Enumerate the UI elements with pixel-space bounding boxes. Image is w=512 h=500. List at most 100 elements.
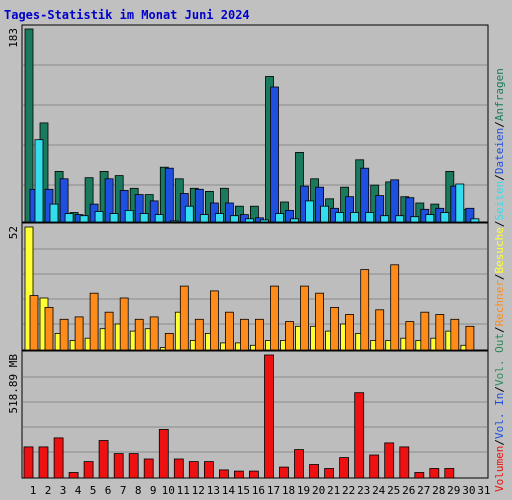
x-tick-day-31: 31 — [477, 484, 490, 497]
bar-volumen-day-4 — [68, 472, 79, 479]
bar-seiten-day-23 — [365, 212, 375, 223]
bar-seiten-day-17 — [275, 213, 284, 223]
bar-volumen-day-6 — [98, 440, 109, 479]
bar-besuche-day-1 — [24, 226, 34, 351]
legend-separator: / — [493, 273, 506, 280]
x-axis-day-labels: 1 2 3 4 5 6 7 8 9 10 11 12 13 14 15 16 17 18 19 20 21 22 23 24 2… — [30, 484, 491, 497]
bar-anfragen-day-5 — [84, 177, 94, 223]
bar-volumen-day-27 — [414, 472, 425, 479]
legend-separator: / — [493, 121, 506, 128]
bar-rechner-day-15 — [239, 318, 249, 351]
bar-dateien-day-22 — [345, 196, 355, 223]
bar-volumen-day-29 — [444, 468, 455, 479]
bar-seiten-day-19 — [305, 200, 314, 223]
bar-volumen-day-12 — [188, 461, 199, 479]
bar-seiten-day-20 — [320, 205, 330, 223]
bar-dateien-day-12 — [194, 188, 204, 223]
legend-item-vol-in: Vol. In — [493, 393, 506, 439]
bar-seiten-day-18 — [290, 218, 299, 223]
chart-bars — [23, 28, 480, 479]
bar-seiten-day-21 — [335, 212, 345, 223]
bar-rechner-day-2 — [44, 306, 54, 351]
bar-volumen-day-10 — [158, 428, 169, 479]
bar-rechner-day-4 — [74, 316, 84, 351]
bar-volumen-day-8 — [128, 453, 139, 479]
bar-rechner-day-19 — [300, 285, 309, 351]
bar-volumen-day-17 — [264, 354, 274, 479]
bar-volumen-day-25 — [384, 442, 395, 479]
bar-rechner-day-29 — [450, 318, 460, 351]
x-tick-day-13: 13 — [207, 484, 220, 497]
x-tick-day-2: 2 — [45, 484, 52, 497]
x-tick-day-6: 6 — [105, 484, 112, 497]
bar-rechner-day-28 — [435, 314, 445, 351]
x-tick-day-24: 24 — [372, 484, 386, 497]
bar-dateien-day-18 — [285, 209, 294, 223]
x-tick-day-17: 17 — [267, 484, 280, 497]
bar-dateien-day-3 — [59, 178, 69, 223]
bar-seiten-day-16 — [259, 219, 269, 223]
x-tick-day-23: 23 — [357, 484, 370, 497]
x-tick-day-19: 19 — [297, 484, 310, 497]
bar-rechner-day-5 — [89, 292, 99, 351]
bar-dateien-day-15 — [239, 214, 249, 223]
bar-dateien-day-20 — [315, 186, 325, 223]
bar-seiten-day-27 — [425, 214, 435, 223]
x-tick-day-4: 4 — [75, 484, 82, 497]
bar-dateien-day-8 — [134, 194, 144, 223]
x-tick-day-5: 5 — [90, 484, 97, 497]
hits-panel-frame — [21, 24, 489, 223]
bar-volumen-day-22 — [339, 457, 350, 479]
bar-seiten-day-30 — [470, 218, 480, 223]
bar-rechner-day-17 — [270, 285, 279, 351]
hits-scale-label: 183 — [7, 28, 20, 48]
bar-seiten-day-26 — [410, 216, 420, 223]
x-tick-day-29: 29 — [447, 484, 460, 497]
legend-item-seiten: Seiten — [493, 181, 506, 221]
x-tick-day-3: 3 — [60, 484, 67, 497]
bar-dateien-day-26 — [405, 197, 415, 223]
bar-volumen-day-28 — [429, 468, 440, 479]
legend-item-dateien: Dateien — [493, 128, 506, 174]
bar-volumen-day-15 — [233, 470, 244, 479]
bar-volumen-day-9 — [143, 458, 154, 479]
bar-dateien-day-13 — [209, 202, 219, 223]
x-tick-day-22: 22 — [342, 484, 355, 497]
bar-rechner-day-23 — [360, 269, 370, 351]
bar-rechner-day-16 — [254, 318, 264, 351]
bar-rechner-day-7 — [119, 297, 129, 351]
bar-rechner-day-14 — [224, 311, 234, 351]
bar-seiten-day-9 — [154, 214, 164, 223]
bar-rechner-day-22 — [345, 314, 355, 351]
bar-dateien-day-24 — [375, 195, 385, 223]
bar-seiten-day-4 — [79, 215, 89, 223]
bar-rechner-day-18 — [285, 321, 294, 351]
bar-seiten-day-3 — [64, 213, 74, 223]
bar-volumen-day-1 — [23, 446, 34, 479]
legend-separator: / — [493, 174, 506, 181]
bar-volumen-day-16 — [248, 470, 259, 479]
bar-seiten-day-6 — [109, 213, 119, 223]
bar-volumen-day-26 — [399, 446, 410, 479]
bar-rechner-day-26 — [405, 321, 415, 351]
bar-rechner-day-1 — [29, 295, 39, 351]
bar-dateien-day-7 — [119, 189, 129, 223]
x-tick-day-12: 12 — [192, 484, 205, 497]
bar-volumen-day-23 — [354, 392, 365, 479]
bar-anfragen-day-1 — [24, 28, 34, 223]
bar-seiten-day-15 — [244, 218, 254, 223]
x-tick-day-1: 1 — [30, 484, 37, 497]
x-tick-day-10: 10 — [162, 484, 175, 497]
legend-separator: / — [493, 386, 506, 393]
bar-rechner-day-6 — [104, 311, 114, 351]
bar-volumen-day-7 — [113, 453, 124, 479]
bar-seiten-day-8 — [139, 213, 149, 223]
bar-rechner-day-10 — [164, 332, 174, 351]
bar-rechner-day-13 — [209, 290, 219, 351]
bar-volumen-day-20 — [309, 464, 320, 479]
bar-seiten-day-10 — [169, 220, 179, 223]
bar-seiten-day-25 — [395, 215, 405, 223]
bar-volumen-day-18 — [279, 466, 289, 479]
x-tick-day-25: 25 — [387, 484, 400, 497]
bar-seiten-day-7 — [124, 209, 134, 223]
